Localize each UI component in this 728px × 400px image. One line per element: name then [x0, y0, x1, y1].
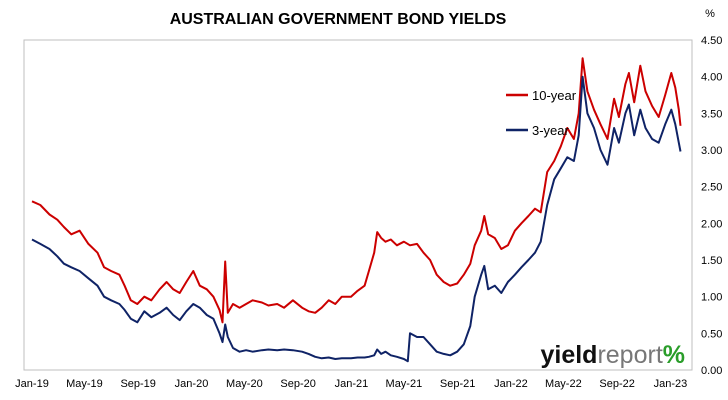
y-tick-label: 2.00 [701, 218, 722, 230]
logo-wordmark: yieldreport% [540, 341, 685, 369]
y-tick-label: 3.00 [701, 145, 722, 157]
x-tick-label: May-22 [545, 378, 582, 390]
y-tick-label: 0.00 [701, 365, 722, 377]
legend: 10-year 3-year [506, 88, 577, 138]
x-tick-label: Jan-22 [494, 378, 528, 390]
series-lines [31, 57, 682, 363]
x-tick-label: May-19 [66, 378, 103, 390]
series-line-three-year [31, 75, 682, 363]
y-tick-label: 1.00 [701, 292, 722, 304]
y-tick-label: 4.50 [701, 35, 722, 47]
y-tick-label: 1.50 [701, 255, 722, 267]
series-line-ten-year [31, 57, 682, 324]
x-tick-label: Jan-21 [335, 378, 369, 390]
legend-label: 10-year [532, 88, 577, 103]
legend-label: 3-year [532, 123, 570, 138]
chart-title: AUSTRALIAN GOVERNMENT BOND YIELDS [170, 11, 507, 28]
x-tick-label: Sep-21 [440, 378, 475, 390]
y-tick-label: 2.50 [701, 182, 722, 194]
y-axis-tick-labels: 0.00 0.50 1.00 1.50 2.00 2.50 3.00 3.50 4.00 4.50 [701, 35, 722, 377]
x-tick-label: May-21 [386, 378, 423, 390]
x-tick-label: May-20 [226, 378, 263, 390]
x-axis-tick-labels: Jan-19 May-19 Sep-19 Jan-20 May-20 Sep-20 Jan-… [15, 378, 687, 390]
logo-report: report [597, 341, 662, 369]
y-tick-label: 0.50 [701, 328, 722, 340]
y-tick-label: 4.00 [701, 72, 722, 84]
logo-yield: yield [540, 341, 597, 369]
x-tick-label: Jan-20 [175, 378, 209, 390]
y-tick-label: 3.50 [701, 108, 722, 120]
x-tick-label: Sep-22 [599, 378, 634, 390]
plot-area-frame [23, 39, 693, 371]
x-tick-label: Jan-23 [654, 378, 688, 390]
x-tick-label: Sep-19 [120, 378, 155, 390]
x-tick-label: Jan-19 [15, 378, 49, 390]
x-tick-label: Sep-20 [280, 378, 315, 390]
y-axis-unit-label: % [705, 8, 715, 20]
yieldreport-logo: yieldreport% [540, 341, 685, 369]
logo-percent-icon: % [663, 341, 685, 369]
